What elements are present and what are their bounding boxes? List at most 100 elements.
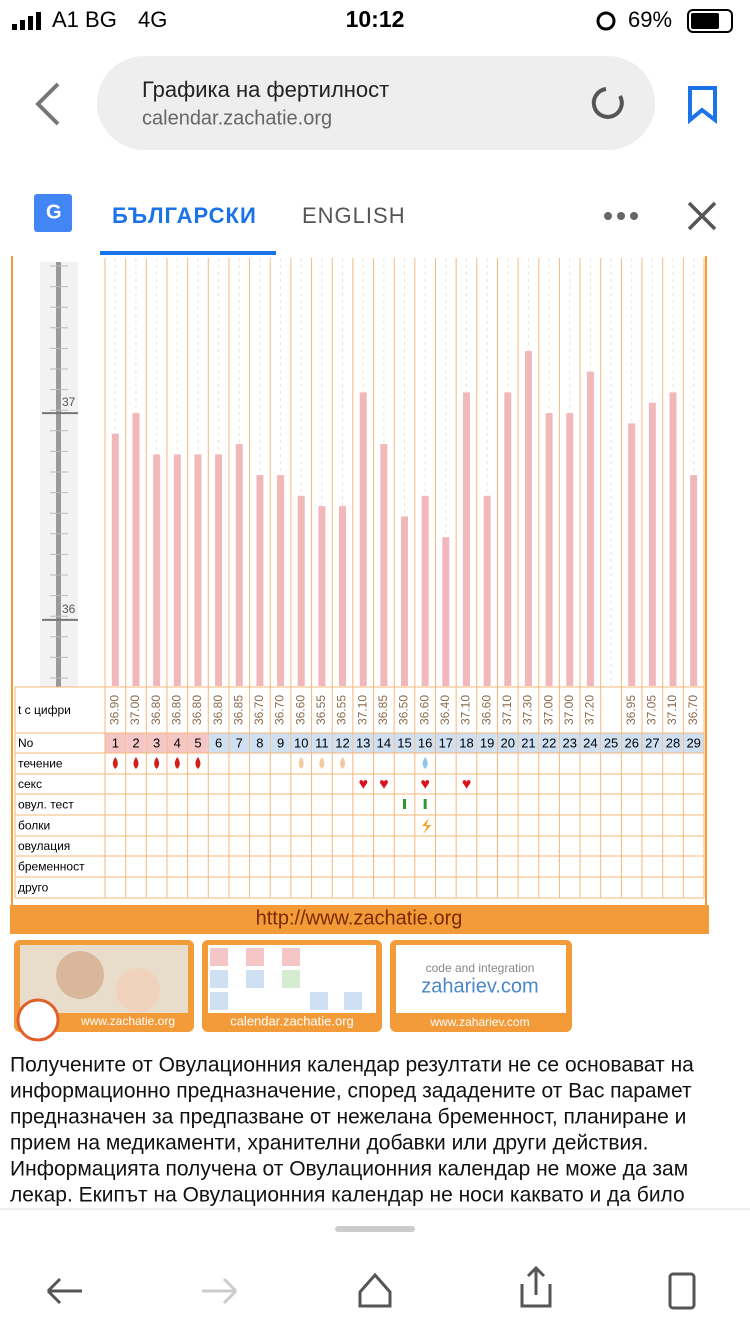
temperature-label: 36.70 bbox=[686, 695, 700, 725]
temperature-bar bbox=[648, 402, 656, 686]
toolbar-edge bbox=[0, 1208, 750, 1210]
day-cell bbox=[601, 733, 621, 753]
temperature-bar bbox=[504, 392, 512, 686]
temperature-label: 36.80 bbox=[190, 695, 204, 725]
day-number: 1 bbox=[112, 735, 119, 750]
reload-button[interactable] bbox=[591, 87, 624, 119]
day-cell bbox=[477, 733, 497, 753]
day-cell bbox=[374, 733, 394, 753]
banner[interactable]: www.zachatie.org bbox=[14, 940, 194, 1042]
disclaimer-line: прием на медикаменти, хранителни добавки… bbox=[10, 1132, 648, 1155]
temperature-bar bbox=[380, 444, 388, 686]
day-cell bbox=[146, 733, 167, 753]
day-cell bbox=[683, 733, 704, 753]
banner[interactable]: calendar.zachatie.org bbox=[202, 940, 382, 1032]
temperature-label: 36.70 bbox=[252, 695, 266, 725]
share-button[interactable] bbox=[520, 1265, 552, 1308]
day-cell bbox=[539, 733, 559, 753]
day-number: 8 bbox=[256, 735, 263, 750]
temperature-label: 36.85 bbox=[376, 695, 390, 725]
flow-icon bbox=[174, 757, 180, 769]
lang-tab[interactable]: ENGLISH bbox=[302, 203, 406, 228]
back-button[interactable] bbox=[35, 82, 60, 126]
footer-link[interactable]: http://www.zachatie.org bbox=[256, 907, 463, 929]
day-cell bbox=[435, 733, 456, 753]
sex-icon: ♥ bbox=[358, 776, 368, 793]
day-cell bbox=[353, 733, 374, 753]
sex-icon: ♥ bbox=[379, 776, 389, 793]
temperature-bar bbox=[318, 506, 326, 686]
close-button[interactable] bbox=[687, 201, 717, 231]
temperature-bar bbox=[401, 516, 408, 686]
day-cell bbox=[270, 733, 291, 753]
day-number: 15 bbox=[397, 735, 411, 750]
signal bbox=[20, 20, 25, 30]
day-number: 9 bbox=[277, 735, 284, 750]
day-number: 21 bbox=[521, 735, 535, 750]
temperature-bar bbox=[545, 413, 553, 686]
day-cell bbox=[394, 733, 415, 753]
day-number: 6 bbox=[215, 735, 222, 750]
banner-text: www.zachatie.org bbox=[80, 1014, 175, 1028]
temperature-bar bbox=[132, 413, 140, 686]
translate-icon bbox=[34, 194, 72, 232]
forward-nav[interactable] bbox=[202, 1277, 238, 1305]
day-number: 7 bbox=[236, 735, 243, 750]
ovulation-test-icon bbox=[403, 799, 406, 809]
temperature-bar bbox=[690, 475, 698, 686]
day-number: 25 bbox=[604, 735, 618, 750]
day-number: 17 bbox=[439, 735, 453, 750]
flow-icon bbox=[340, 757, 346, 769]
day-cell bbox=[250, 733, 270, 753]
temperature-label: 36.55 bbox=[314, 695, 328, 725]
battery-percent: 69% bbox=[628, 7, 672, 32]
temperature-bar bbox=[483, 495, 491, 686]
temperature-label: 37.10 bbox=[500, 695, 514, 725]
disclaimer-line: информационно предназначение, според зад… bbox=[10, 1080, 692, 1103]
bookmark-button[interactable] bbox=[688, 86, 717, 125]
flow-icon bbox=[154, 757, 160, 769]
home-button[interactable] bbox=[358, 1272, 392, 1308]
temperature-label: 36.80 bbox=[149, 695, 163, 725]
temperature-label: 37.10 bbox=[459, 695, 473, 725]
battery-level bbox=[691, 13, 719, 29]
network: 4G bbox=[138, 7, 167, 32]
temperature-label: 36.85 bbox=[231, 695, 245, 725]
temperature-bar bbox=[277, 475, 285, 686]
signal bbox=[12, 24, 17, 30]
temperature-bar bbox=[215, 454, 223, 686]
signal bbox=[36, 12, 41, 30]
ovulation-test-icon bbox=[423, 799, 427, 809]
temperature-bar bbox=[421, 495, 429, 686]
address-bar[interactable] bbox=[97, 56, 655, 150]
tabs-button[interactable] bbox=[668, 1272, 696, 1310]
toolbar bbox=[0, 1208, 750, 1334]
row-label: овул. тест bbox=[18, 798, 74, 812]
day-cell bbox=[312, 733, 332, 753]
temperature-bar bbox=[153, 454, 161, 686]
day-cell bbox=[580, 733, 601, 753]
sheet-handle[interactable] bbox=[335, 1226, 415, 1232]
day-number: 19 bbox=[480, 735, 494, 750]
temperature-bar bbox=[524, 351, 532, 686]
day-number: 10 bbox=[294, 735, 308, 750]
day-number: 3 bbox=[153, 735, 160, 750]
alarm-icon bbox=[596, 11, 616, 31]
flow-icon bbox=[112, 757, 118, 769]
flow-icon bbox=[298, 757, 304, 769]
day-cell bbox=[456, 733, 477, 753]
more-button[interactable] bbox=[604, 212, 638, 220]
scale-tick-label: 36 bbox=[62, 602, 76, 616]
day-cell bbox=[518, 733, 539, 753]
day-number: 13 bbox=[356, 735, 370, 750]
banner[interactable]: code and integration zahariev.com www.za… bbox=[390, 940, 572, 1032]
back-nav[interactable] bbox=[46, 1277, 82, 1305]
temperature-bar bbox=[442, 537, 450, 686]
day-number: 12 bbox=[335, 735, 349, 750]
lang-tab-active[interactable]: БЪЛГАРСКИ bbox=[112, 203, 257, 228]
temperature-label: 36.50 bbox=[397, 695, 411, 725]
temperature-label: 36.80 bbox=[169, 695, 183, 725]
day-number: 23 bbox=[563, 735, 577, 750]
day-number: 24 bbox=[583, 735, 597, 750]
